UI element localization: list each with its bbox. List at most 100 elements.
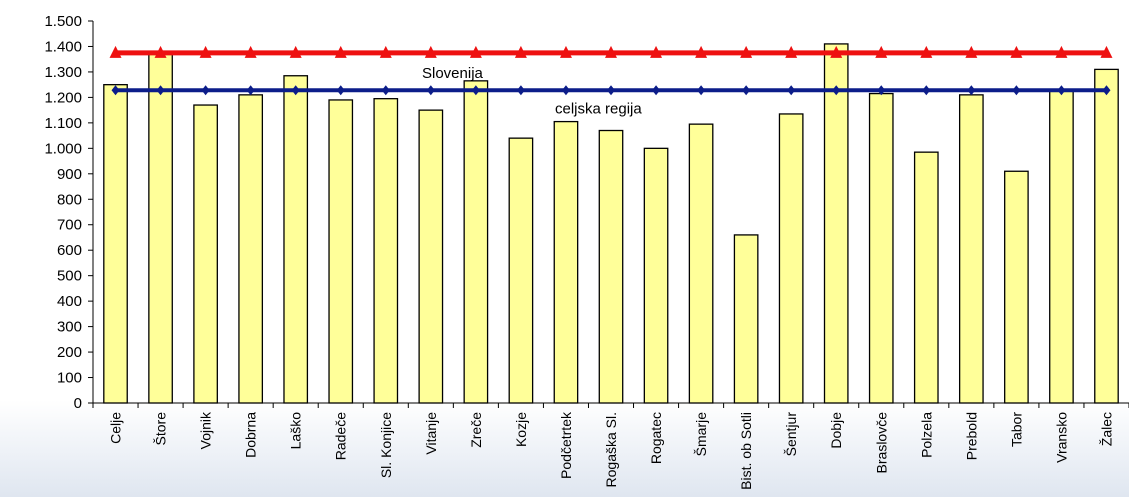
x-tick-label: Vojnik [198,411,214,449]
reference-marker [514,45,527,58]
reference-marker [740,45,753,58]
reference-marker [695,45,708,58]
reference-marker [201,85,210,96]
bar [778,113,804,404]
reference-marker [1010,45,1023,58]
x-tick-label: Braslovče [873,412,889,474]
reference-marker [742,85,751,96]
bar [913,151,939,404]
x-tick-label: Vitanje [423,412,439,455]
reference-marker [291,85,300,96]
reference-marker [787,85,796,96]
reference-marker [289,45,302,58]
x-tick-label: Tabor [1008,412,1024,447]
y-tick-label: 1.400 [44,38,82,55]
y-tick-label: 1.100 [44,115,82,132]
bar [373,98,399,404]
x-tick-label: Celje [108,412,124,444]
reference-marker [1055,45,1068,58]
x-tick-label: Kozje [513,412,529,447]
x-tick-label: Sl. Konjice [378,412,394,478]
reference-marker [832,85,841,96]
y-tick-label: 100 [57,370,82,387]
y-tick-label: 500 [57,268,82,285]
reference-marker [697,85,706,96]
x-tick-label: Rogatec [648,412,664,464]
reference-marker [109,45,122,58]
x-tick-label: Radeče [333,412,349,460]
bar [553,120,579,404]
reference-label: celjska regija [555,100,642,117]
reference-marker [381,85,390,96]
reference-marker [920,45,933,58]
x-tick-label: Bist. ob Sotli [738,412,754,490]
x-tick-label: Zreče [468,412,484,448]
y-tick-label: 400 [57,293,82,310]
bar [598,129,624,404]
bar [193,104,218,404]
y-tick-label: 900 [57,166,82,183]
reference-marker [830,45,843,58]
bar [958,94,984,404]
x-tick-label: Šmarje [693,412,709,457]
y-tick-label: 600 [57,242,82,259]
x-tick-label: Dobrna [243,412,259,458]
x-tick-label: Podčetrtek [558,411,574,479]
reference-marker [154,45,167,58]
reference-marker [561,85,570,96]
reference-marker [379,45,392,58]
bar [733,234,759,404]
reference-marker [336,85,345,96]
y-tick-label: 700 [57,217,82,234]
reference-marker [1057,85,1066,96]
reference-marker [199,45,212,58]
bar [283,75,309,404]
y-tick-label: 1.300 [44,64,82,81]
y-tick-label: 1.200 [44,89,82,106]
bar [418,109,444,404]
bar [1004,170,1029,404]
reference-marker [516,85,525,96]
bar [103,84,128,404]
reference-marker [965,45,978,58]
x-tick-label: Vransko [1053,412,1069,463]
reference-marker [471,85,480,96]
bar [148,53,173,404]
reference-marker [1102,85,1111,96]
reference-marker [607,85,615,96]
reference-marker [334,45,347,58]
reference-marker [877,85,886,96]
y-tick-label: 300 [57,319,82,336]
y-tick-label: 200 [57,344,82,361]
bar [1094,68,1119,404]
y-tick-label: 1.500 [44,13,82,30]
reference-marker [922,85,931,96]
x-tick-label: Polzela [918,412,934,458]
reference-marker [652,85,661,96]
reference-label: Slovenija [422,65,484,82]
reference-marker [1012,85,1021,96]
reference-marker [244,45,257,58]
x-tick-label: Dobje [828,412,844,449]
bar [1049,90,1074,404]
bar [643,147,669,404]
reference-marker [1100,45,1113,58]
reference-marker [246,85,255,96]
x-tick-label: Prebold [963,412,979,460]
reference-marker [785,45,798,58]
x-tick-label: Štore [153,412,169,446]
bar [463,80,489,404]
bar [688,123,714,404]
bar [823,43,849,404]
y-tick-label: 0 [74,395,82,412]
reference-marker [156,85,165,96]
reference-marker [605,45,617,58]
x-tick-label: Šentjur [783,412,799,457]
bar [508,137,534,404]
x-tick-label: Rogaška Sl. [603,412,619,487]
reference-marker [967,85,976,96]
reference-marker [650,45,663,58]
y-tick-label: 1.000 [44,140,82,157]
